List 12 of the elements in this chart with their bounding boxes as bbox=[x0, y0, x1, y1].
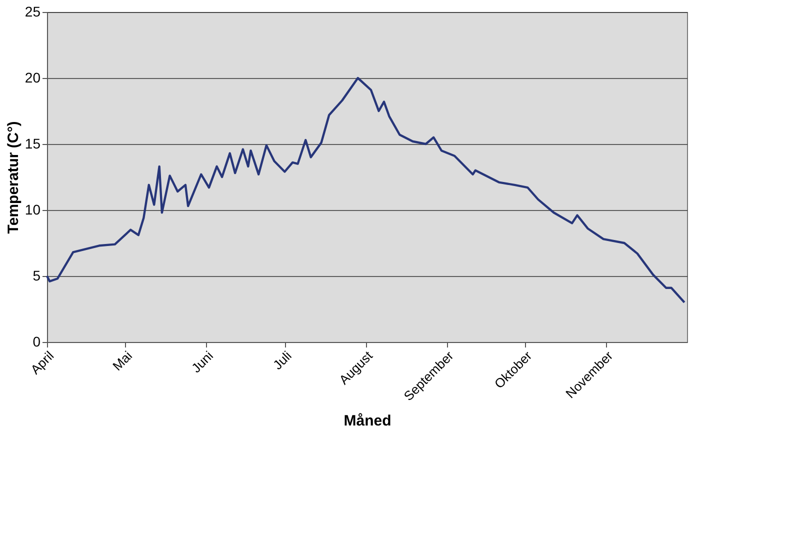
y-tick-label: 10 bbox=[24, 202, 41, 218]
x-tick-label: Juli bbox=[270, 348, 294, 372]
x-tick-label: Juni bbox=[188, 348, 216, 376]
y-tick-label: 15 bbox=[24, 136, 41, 152]
y-tick-label: 0 bbox=[32, 334, 41, 350]
x-tick-label: Mai bbox=[110, 348, 136, 374]
y-tick-label: 20 bbox=[24, 70, 41, 86]
line-series bbox=[46, 76, 686, 304]
y-tick-label: 25 bbox=[24, 4, 41, 20]
x-axis-title: Måned bbox=[344, 412, 392, 430]
y-axis-title: Temperatur (C°) bbox=[4, 121, 22, 234]
y-tick-label: 5 bbox=[32, 268, 41, 284]
